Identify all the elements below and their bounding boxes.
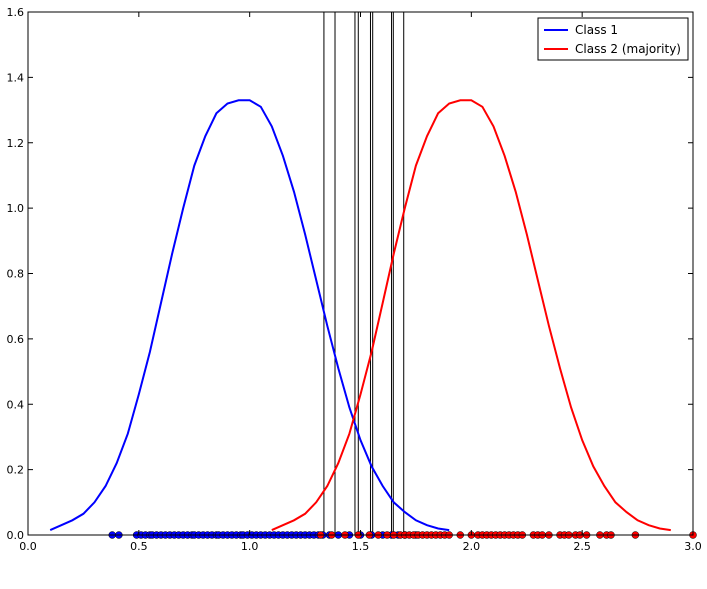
series-line [271,99,671,532]
x-tick-label: 0.0 [19,540,37,553]
x-tick-label: 1.0 [241,540,259,553]
y-tick-label: 1.0 [7,202,25,215]
y-tick-label: 0.8 [7,268,25,281]
plot-frame [27,11,694,536]
series-line [49,99,450,532]
axis-ticks: 0.0 0.5 1.0 1.5 2.0 2.5 3.0 0.0 0.2 0.4 0.6 0.8 1.0 1… [7,6,702,553]
legend-label: Class 2 (majority) [575,42,681,56]
threshold-lines [323,12,405,535]
y-tick-label: 1.4 [7,71,25,84]
x-tick-label: 2.0 [463,540,481,553]
x-tick-label: 1.5 [352,540,370,553]
density-curves [49,99,671,532]
x-tick-label: 0.5 [130,540,148,553]
y-tick-label: 1.6 [7,6,25,19]
y-tick-label: 0.6 [7,333,25,346]
y-tick-label: 0.4 [7,398,25,411]
x-tick-label: 2.5 [573,540,591,553]
y-tick-label: 1.2 [7,137,25,150]
y-tick-label: 0.0 [7,529,25,542]
legend: Class 1 Class 2 (majority) [537,17,689,61]
y-tick-label: 0.2 [7,464,25,477]
legend-box [537,17,689,61]
x-tick-label: 3.0 [684,540,702,553]
legend-label: Class 1 [575,23,618,37]
